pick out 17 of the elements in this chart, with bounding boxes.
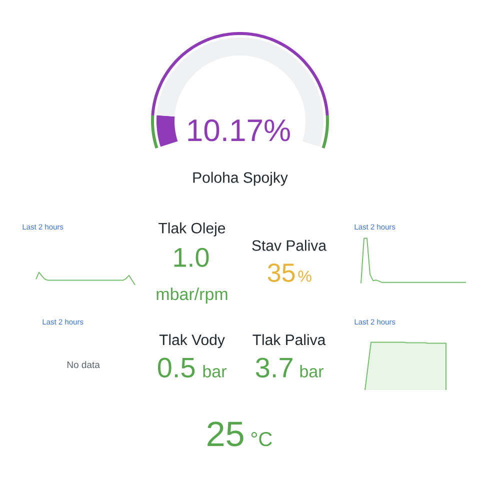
text: Poloha Spojky: [193, 172, 288, 186]
text: °C: [251, 432, 272, 446]
text: 10.17%: [188, 119, 290, 142]
text: Tlak Oleje: [158, 222, 226, 236]
text: 3.7: [256, 358, 292, 378]
text: Stav Paliva: [252, 240, 327, 251]
text: 35: [268, 264, 295, 282]
text: bar: [203, 364, 226, 378]
text: bar: [300, 364, 324, 378]
text: 25: [208, 422, 244, 446]
text: 1.0: [174, 248, 209, 267]
text: %: [298, 270, 312, 282]
text: No data: [67, 361, 100, 368]
text: Tlak Vody: [159, 334, 225, 348]
text: mbar/rpm: [156, 288, 228, 304]
text: Tlak Paliva: [252, 334, 326, 346]
text: 0.5: [158, 358, 195, 378]
